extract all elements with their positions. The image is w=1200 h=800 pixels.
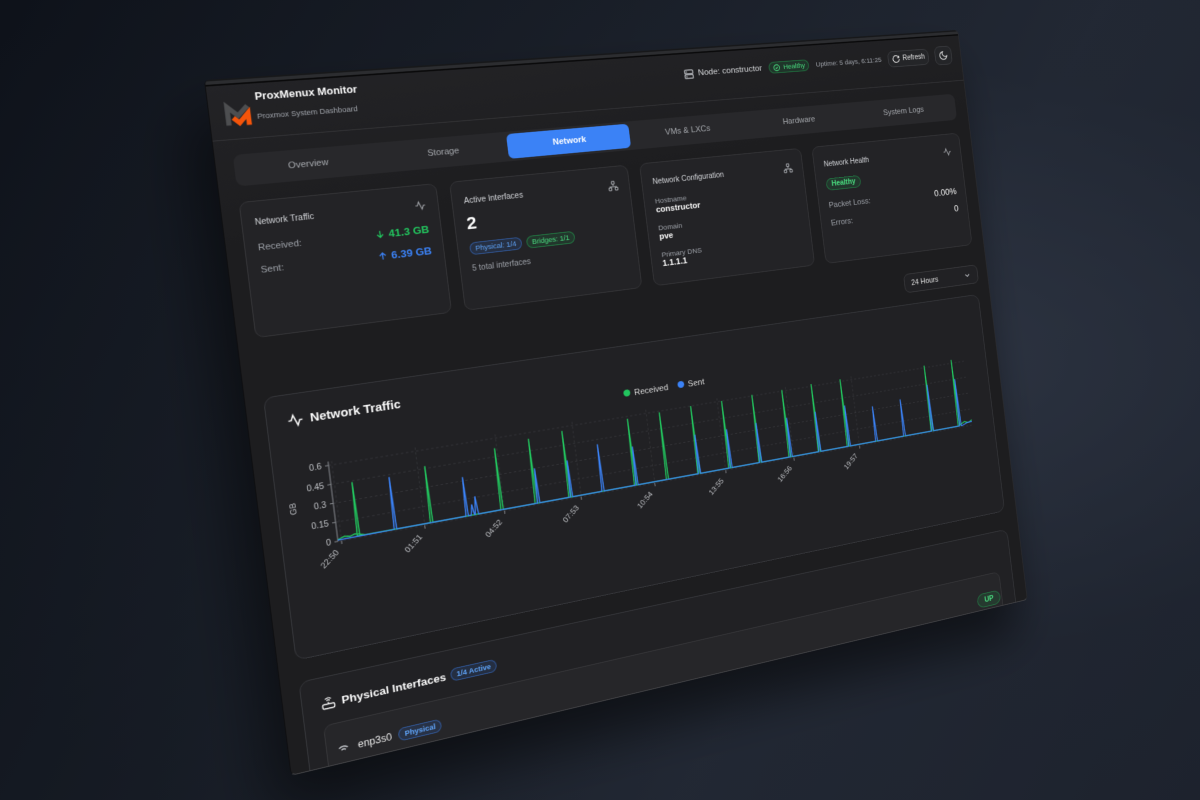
svg-text:0.6: 0.6 <box>309 462 322 473</box>
svg-text:0: 0 <box>326 538 332 548</box>
svg-text:13:55: 13:55 <box>707 477 725 497</box>
svg-text:22:50: 22:50 <box>319 548 341 570</box>
svg-text:01:51: 01:51 <box>403 533 424 555</box>
svg-text:04:52: 04:52 <box>484 518 504 539</box>
svg-text:07:53: 07:53 <box>561 504 581 525</box>
svg-text:19:57: 19:57 <box>842 452 859 471</box>
svg-text:0.15: 0.15 <box>311 519 329 531</box>
svg-text:10:54: 10:54 <box>636 490 655 510</box>
svg-text:0.3: 0.3 <box>313 500 326 511</box>
svg-text:0.45: 0.45 <box>306 481 324 493</box>
svg-text:GB: GB <box>287 502 298 516</box>
svg-text:16:56: 16:56 <box>776 464 793 483</box>
